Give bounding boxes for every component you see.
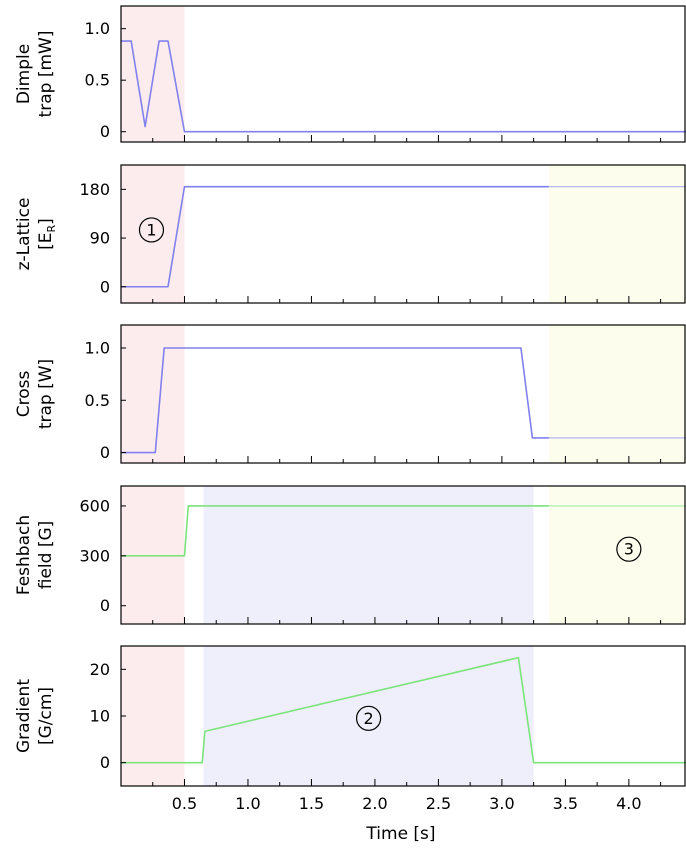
y-axis-title: z-Lattice [ER]	[14, 198, 58, 271]
y-tick-label: 0	[100, 443, 110, 462]
x-tick-label: 1.0	[235, 794, 260, 813]
y-axis-title-line-1: Dimple	[14, 44, 34, 104]
shaded-region-2	[203, 486, 534, 624]
x-tick-label: 4.0	[616, 794, 641, 813]
y-tick-label: 1.0	[85, 19, 110, 38]
y-tick-label: 20	[90, 660, 110, 679]
y-tick-label: 90	[90, 229, 110, 248]
y-tick-label: 1.0	[85, 339, 110, 358]
panel-3: 1.0 0.5 0 Cross trap [W]	[14, 324, 686, 464]
y-axis-title-line-2: [E	[36, 232, 56, 249]
annotation-label-2: 2	[363, 709, 373, 728]
shaded-region-1	[121, 6, 185, 142]
y-tick-label: 180	[79, 180, 110, 199]
y-axis-title-line-2-end: ]	[36, 218, 56, 225]
shaded-region-2	[203, 646, 534, 786]
panel-frame	[120, 324, 686, 464]
y-axis-title-line-1: Cross	[14, 371, 34, 418]
y-axis-title-line-1: z-Lattice	[14, 198, 34, 271]
y-axis-title: Cross trap [W]	[14, 359, 56, 429]
shaded-region-1	[121, 325, 185, 463]
panel-1: 1.0 0.5 0 Dimple trap [mW]	[14, 5, 686, 143]
y-axis-title-line-2: trap [W]	[36, 359, 56, 429]
y-tick-label: 0	[100, 277, 110, 296]
shaded-region-3	[548, 325, 686, 463]
y-tick-label: 0	[100, 596, 110, 615]
y-axis-title-line-2: [G/cm]	[36, 687, 56, 745]
annotation-circle-3	[616, 536, 642, 562]
shaded-region-1	[121, 646, 185, 786]
y-axis-title-line-1: Feshbach	[14, 515, 34, 595]
panel-4: 600 300 0 Feshbach field [G] 3	[14, 485, 686, 625]
x-tick-label: 3.5	[553, 794, 578, 813]
shaded-region-3	[548, 165, 686, 303]
y-tick-label: 10	[90, 707, 110, 726]
panel-frame	[120, 485, 686, 625]
annotation-label-1: 1	[146, 220, 156, 239]
y-axis-title: Dimple trap [mW]	[14, 31, 56, 118]
shaded-region-3	[548, 486, 686, 624]
shaded-region-1	[121, 165, 185, 303]
y-axis-title-line-2: field [G]	[36, 521, 56, 590]
panel-frame	[120, 5, 686, 143]
y-tick-label: 300	[79, 546, 110, 565]
x-axis-title: Time [s]	[365, 824, 435, 844]
y-axis-title: Feshbach field [G]	[14, 515, 56, 595]
x-tick-label: 2.0	[362, 794, 387, 813]
annotation-label-3: 3	[624, 540, 634, 559]
panel-frame	[120, 164, 686, 304]
series-line-1	[121, 505, 549, 557]
y-tick-label: 0	[100, 753, 110, 772]
y-tick-label: 0.5	[85, 391, 110, 410]
annotation-circle-1	[138, 217, 165, 243]
series-line-1	[121, 656, 686, 764]
y-axis-title-line-2: trap [mW]	[36, 31, 56, 118]
y-axis-title-subscript: R	[45, 224, 58, 232]
series-line-1	[121, 347, 549, 454]
y-axis-title: Gradient [G/cm]	[14, 679, 56, 753]
shaded-region-1	[121, 486, 185, 624]
y-tick-label: 600	[79, 496, 110, 515]
y-tick-label: 0	[100, 122, 110, 141]
panel-5: 20 10 0 Gradient [G/cm] 0.5 1.0 1.5 2.0 2.5 3.0 3.5…	[14, 645, 686, 813]
y-tick-label: 0.5	[85, 71, 110, 90]
panel-2: 180 90 0 z-Lattice [ER] 1	[14, 164, 686, 304]
series-line-1	[121, 185, 549, 288]
x-tick-label: 1.5	[299, 794, 324, 813]
x-tick-label: 3.0	[489, 794, 514, 813]
x-tick-label: 0.5	[172, 794, 197, 813]
panels-layer: 1.0 0.5 0 Dimple trap [mW] 180 90 0 z-Lattice [ER…	[14, 5, 686, 813]
annotation-circle-2	[355, 705, 382, 731]
series-line-1	[121, 40, 686, 133]
y-axis-title-line-1: Gradient	[14, 679, 34, 753]
x-tick-label: 2.5	[426, 794, 451, 813]
